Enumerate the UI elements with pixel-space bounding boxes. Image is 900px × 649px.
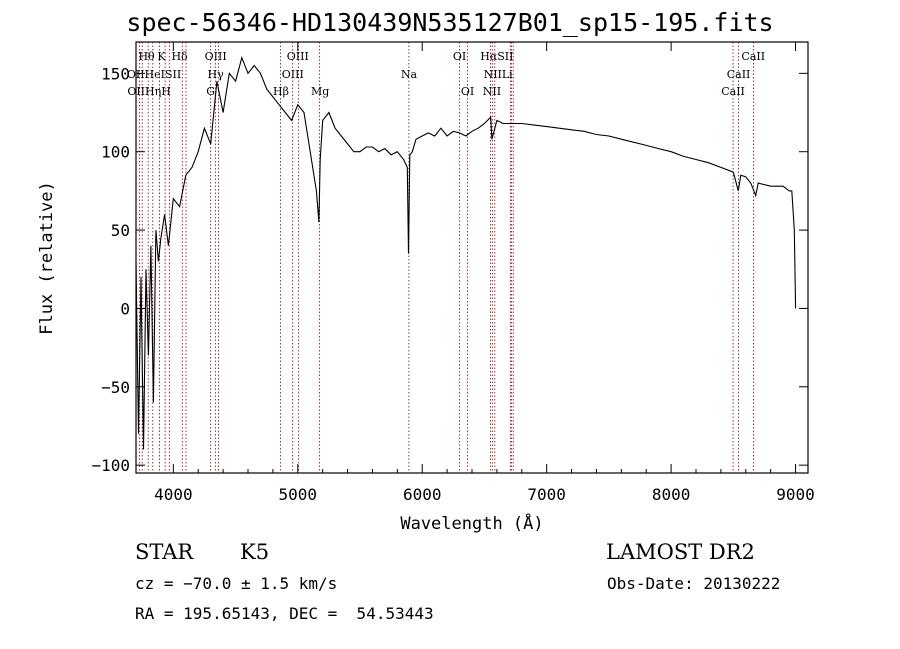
spectral-line-label: CaII bbox=[721, 85, 745, 98]
y-axis-label: Flux (relative) bbox=[37, 181, 57, 335]
y-tick-label: 50 bbox=[111, 221, 130, 240]
x-axis-label: Wavelength (Å) bbox=[400, 512, 543, 534]
y-tick-label: 100 bbox=[101, 143, 130, 162]
y-tick-label: −100 bbox=[91, 456, 130, 475]
redshift-velocity: cz = −70.0 ± 1.5 km/s bbox=[135, 574, 338, 593]
x-tick-label: 5000 bbox=[279, 485, 318, 504]
y-tick-label: 150 bbox=[101, 64, 130, 83]
survey-name: LAMOST DR2 bbox=[606, 540, 755, 564]
x-tick-label: 6000 bbox=[403, 485, 442, 504]
spectral-subclass: K5 bbox=[240, 540, 270, 564]
spectral-line-label: OIIHeISII bbox=[127, 68, 181, 81]
spectral-line-label: OIII bbox=[205, 50, 227, 63]
y-tick-label: 0 bbox=[120, 299, 130, 318]
spectrum-series-line bbox=[135, 55, 797, 450]
spectral-line-label: K bbox=[157, 50, 166, 63]
spectral-line-label: G bbox=[206, 85, 215, 98]
spectral-line-label: NIILi bbox=[484, 68, 514, 81]
y-tick-label: −50 bbox=[101, 378, 130, 397]
x-tick-label: 8000 bbox=[652, 485, 691, 504]
spectral-line-label: Hδ bbox=[171, 50, 188, 63]
plot-frame bbox=[135, 41, 809, 474]
spectral-line-label: CaII bbox=[741, 50, 765, 63]
spectral-line-label: Mg bbox=[311, 85, 329, 98]
spectral-line-label: Hθ bbox=[138, 50, 155, 63]
chart-title: spec-56346-HD130439N535127B01_sp15-195.f… bbox=[126, 8, 774, 37]
spectral-line-label: OIIHηH bbox=[127, 85, 170, 98]
coordinates: RA = 195.65143, DEC = 54.53443 bbox=[135, 604, 434, 623]
x-tick-label: 7000 bbox=[527, 485, 566, 504]
spectral-line-label: CaII bbox=[727, 68, 751, 81]
spectral-line-label: Na bbox=[401, 68, 418, 81]
observation-date: Obs-Date: 20130222 bbox=[607, 574, 781, 593]
x-tick-label: 4000 bbox=[154, 485, 193, 504]
spectral-line-label: HαSII bbox=[480, 50, 513, 63]
spectral-line-label: Hγ bbox=[208, 68, 225, 81]
spectral-line-label: NII bbox=[483, 85, 501, 98]
object-class: STAR bbox=[135, 540, 194, 564]
spectral-line-label: OIII bbox=[287, 50, 309, 63]
x-tick-label: 9000 bbox=[776, 485, 815, 504]
spectral-line-label: Hβ bbox=[273, 85, 289, 98]
spectral-line-label: OI bbox=[461, 85, 474, 98]
spectral-line-label: OI bbox=[453, 50, 466, 63]
spectral-line-label: OIII bbox=[282, 68, 304, 81]
